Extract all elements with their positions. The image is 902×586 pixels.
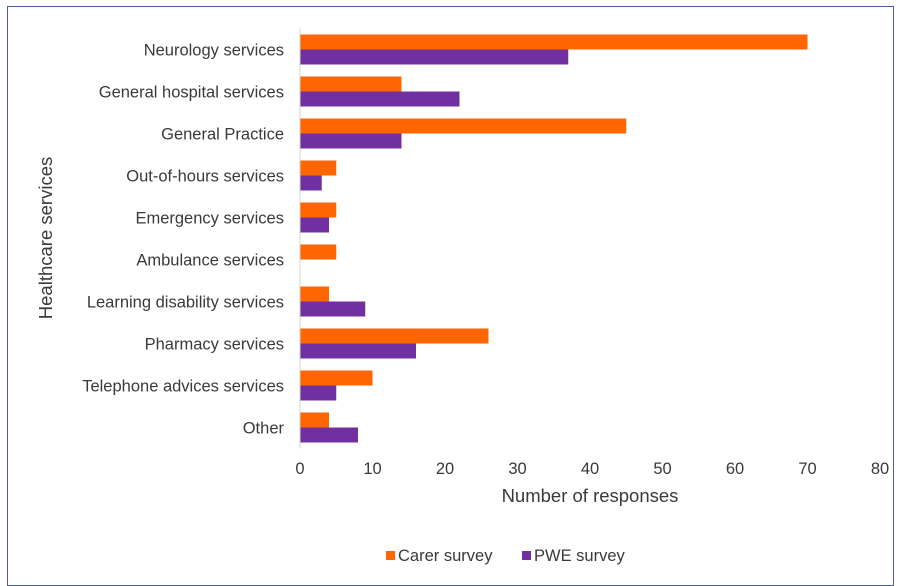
- x-tick-label: 50: [653, 460, 671, 478]
- x-tick-label: 60: [726, 460, 744, 478]
- x-tick-label: 70: [798, 460, 816, 478]
- x-axis-title: Number of responses: [502, 485, 679, 506]
- x-tick-label: 20: [436, 460, 454, 478]
- pwe-bar: [300, 49, 569, 65]
- x-tick-label: 30: [508, 460, 526, 478]
- pwe-bar: [300, 133, 402, 149]
- x-tick-label: 40: [581, 460, 599, 478]
- category-label: Pharmacy services: [145, 336, 284, 354]
- legend-label: PWE survey: [534, 547, 626, 565]
- legend-label: Carer survey: [398, 547, 493, 565]
- carer-bar: [300, 118, 627, 134]
- category-label: Out-of-hours services: [126, 168, 284, 186]
- category-label: Ambulance services: [136, 252, 284, 270]
- pwe-bar: [300, 427, 358, 443]
- category-label: General hospital services: [99, 84, 284, 102]
- x-tick-label: 0: [295, 460, 304, 478]
- category-label: Other: [243, 420, 285, 438]
- carer-bar: [300, 34, 808, 50]
- pwe-bar: [300, 91, 460, 107]
- category-label: Learning disability services: [87, 294, 284, 312]
- category-labels: Neurology services General hospital servi…: [82, 42, 284, 438]
- carer-bar: [300, 244, 337, 260]
- pwe-bar: [300, 217, 329, 233]
- category-label: Telephone advices services: [82, 378, 284, 396]
- pwe-bar: [300, 343, 416, 359]
- category-label: General Practice: [161, 126, 284, 144]
- legend-swatch: [522, 551, 531, 560]
- legend-swatch: [386, 551, 395, 560]
- carer-bar: [300, 76, 402, 92]
- pwe-bar: [300, 385, 337, 401]
- carer-bar: [300, 412, 329, 428]
- pwe-bar: [300, 175, 322, 191]
- category-label: Emergency services: [135, 210, 284, 228]
- carer-bar: [300, 370, 373, 386]
- bars-group: [300, 34, 808, 443]
- bar-chart: Neurology services General hospital servi…: [35, 28, 889, 565]
- x-tick-label: 10: [363, 460, 381, 478]
- carer-bar: [300, 286, 329, 302]
- x-tick-label: 80: [871, 460, 889, 478]
- category-label: Neurology services: [144, 42, 284, 60]
- carer-bar: [300, 160, 337, 176]
- pwe-bar: [300, 301, 366, 317]
- carer-bar: [300, 202, 337, 218]
- legend: Carer survey PWE survey: [386, 547, 626, 565]
- x-tick-labels: 0 10 20 30 40 50 60 70 80: [295, 460, 889, 478]
- y-axis-title: Healthcare services: [35, 157, 56, 319]
- carer-bar: [300, 328, 489, 344]
